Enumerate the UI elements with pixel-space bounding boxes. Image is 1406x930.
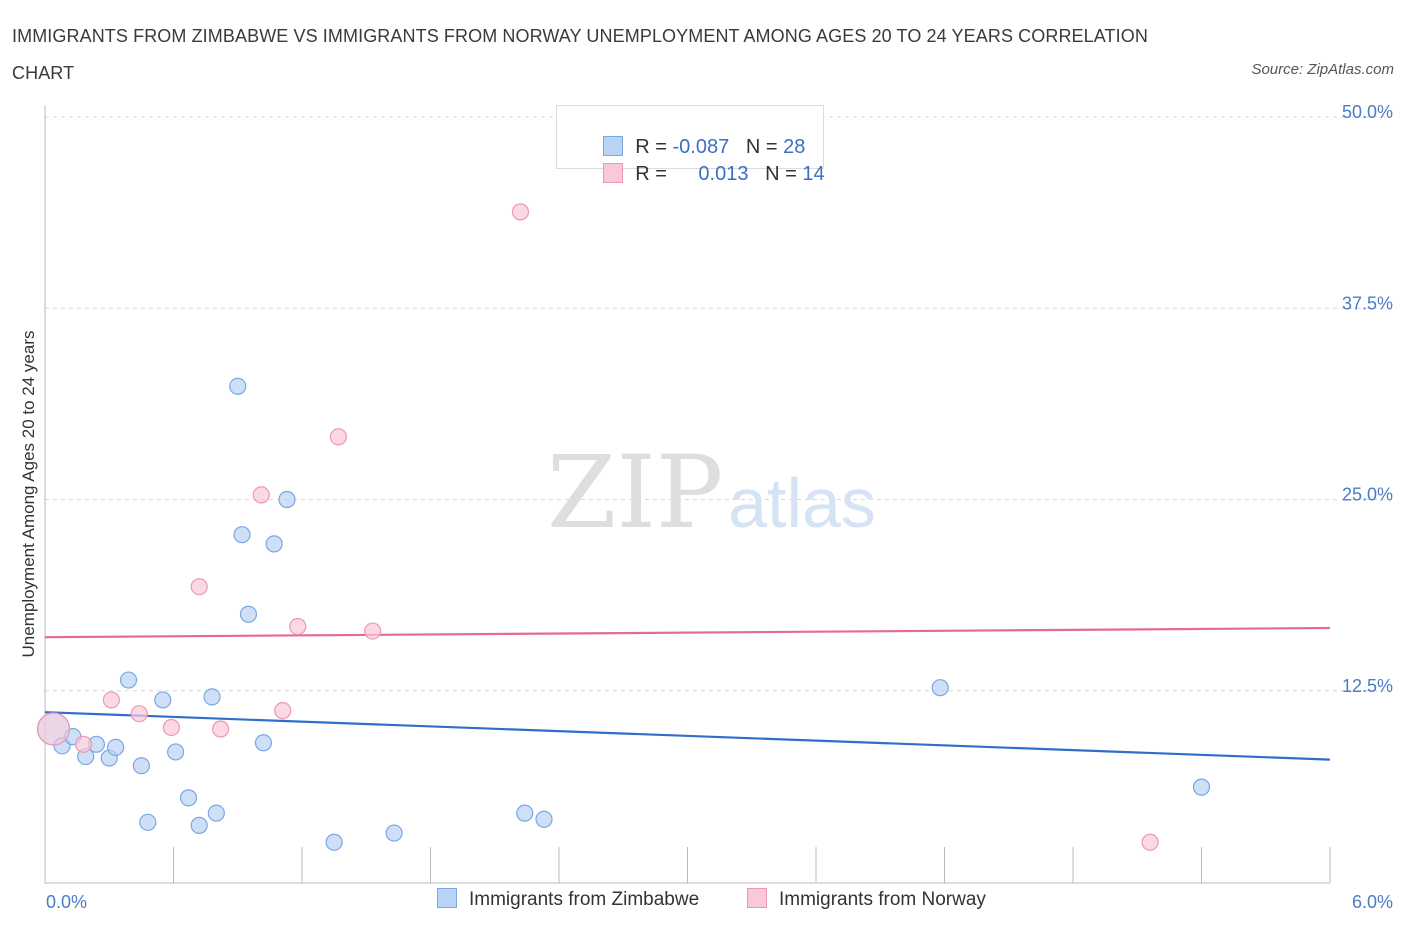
r-value-zimbabwe: -0.087 [672,136,730,158]
zimbabwe-point [385,824,403,842]
norway-legend-swatch [747,888,767,908]
zimbabwe-point [229,377,247,395]
norway-point [1141,833,1159,851]
norway-point [130,705,148,723]
y-axis-label: Unemployment Among Ages 20 to 24 years [19,331,38,658]
norway-point [36,712,71,746]
y-tick-label: 25.0% [1342,485,1393,505]
norway-point [274,702,292,720]
y-tick-label: 12.5% [1342,676,1393,696]
zimbabwe-point [535,810,553,828]
trend-line [44,626,1331,639]
zimbabwe-point [207,804,225,822]
chart-title: IMMIGRANTS FROM ZIMBABWE VS IMMIGRANTS F… [12,26,1148,83]
zimbabwe-point [167,743,185,761]
zimbabwe-point [239,605,258,623]
norway-point [364,622,382,640]
zimbabwe-point [325,833,343,851]
n-value-zimbabwe: 28 [783,136,806,158]
n-value-norway: 14 [802,163,825,185]
y-tick-label: 37.5% [1342,293,1393,313]
norway-point [74,735,93,753]
legend-item-norway[interactable]: Immigrants from Norway [747,888,986,911]
legend-label-zimbabwe: Immigrants from Zimbabwe [469,889,700,910]
zimbabwe-point [254,734,273,752]
axes [44,105,1331,884]
zimbabwe-point [265,535,283,553]
zimbabwe-swatch [603,136,624,156]
norway-point [252,486,270,504]
tick-labels: 12.5% 25.0% 37.5% 50.0% 0.0% 6.0% [46,102,1393,912]
trend-line [44,711,1331,761]
norway-point [102,691,120,709]
x-tick-label: 6.0% [1352,892,1393,912]
y-tick-label: 50.0% [1342,102,1393,122]
source-label: Source: ZipAtlas.com [1251,61,1394,78]
zimbabwe-point [516,804,534,822]
legend-row-zimbabwe: R = -0.087 N = 28 [581,113,805,158]
watermark-atlas: atlas [728,464,876,542]
watermark: ZIP atlas [547,434,876,551]
n-label: N = [745,136,784,158]
zimbabwe-point [139,813,157,831]
r-label: R = [635,136,673,158]
zimbabwe-point [119,671,138,689]
data-points [36,203,1211,851]
legend-item-zimbabwe[interactable]: Immigrants from Zimbabwe [437,888,699,911]
x-tick-label: 0.0% [46,892,87,912]
legend-label-norway: Immigrants from Norway [779,889,986,910]
norway-swatch [603,163,624,183]
watermark-zip: ZIP [547,434,723,551]
legend-row-norway: R = 0.013 N = 14 [581,140,825,185]
r-label: R = [635,163,673,185]
norway-point [212,720,230,738]
zimbabwe-point [203,688,221,706]
correlation-legend: R = -0.087 N = 28 R = 0.013 N = 14 [556,105,825,185]
zimbabwe-point [1192,778,1211,796]
zimbabwe-point [179,789,198,807]
zimbabwe-point [233,526,251,544]
zimbabwe-point [107,738,125,756]
zimbabwe-point [931,679,949,697]
series-legend: Immigrants from Zimbabwe Immigrants from… [0,888,1406,916]
norway-point [190,578,208,596]
norway-point [329,428,348,446]
norway-point [511,203,530,221]
zimbabwe-legend-swatch [437,888,457,908]
n-label: N = [765,163,803,185]
zimbabwe-point [278,490,296,509]
norway-point [289,617,307,636]
zimbabwe-point [154,691,172,709]
grid-lines [45,116,1390,692]
zimbabwe-point [132,757,150,775]
r-value-norway: 0.013 [698,163,749,185]
zimbabwe-point [190,816,208,834]
norway-point [162,718,180,737]
trend-lines [44,626,1331,761]
